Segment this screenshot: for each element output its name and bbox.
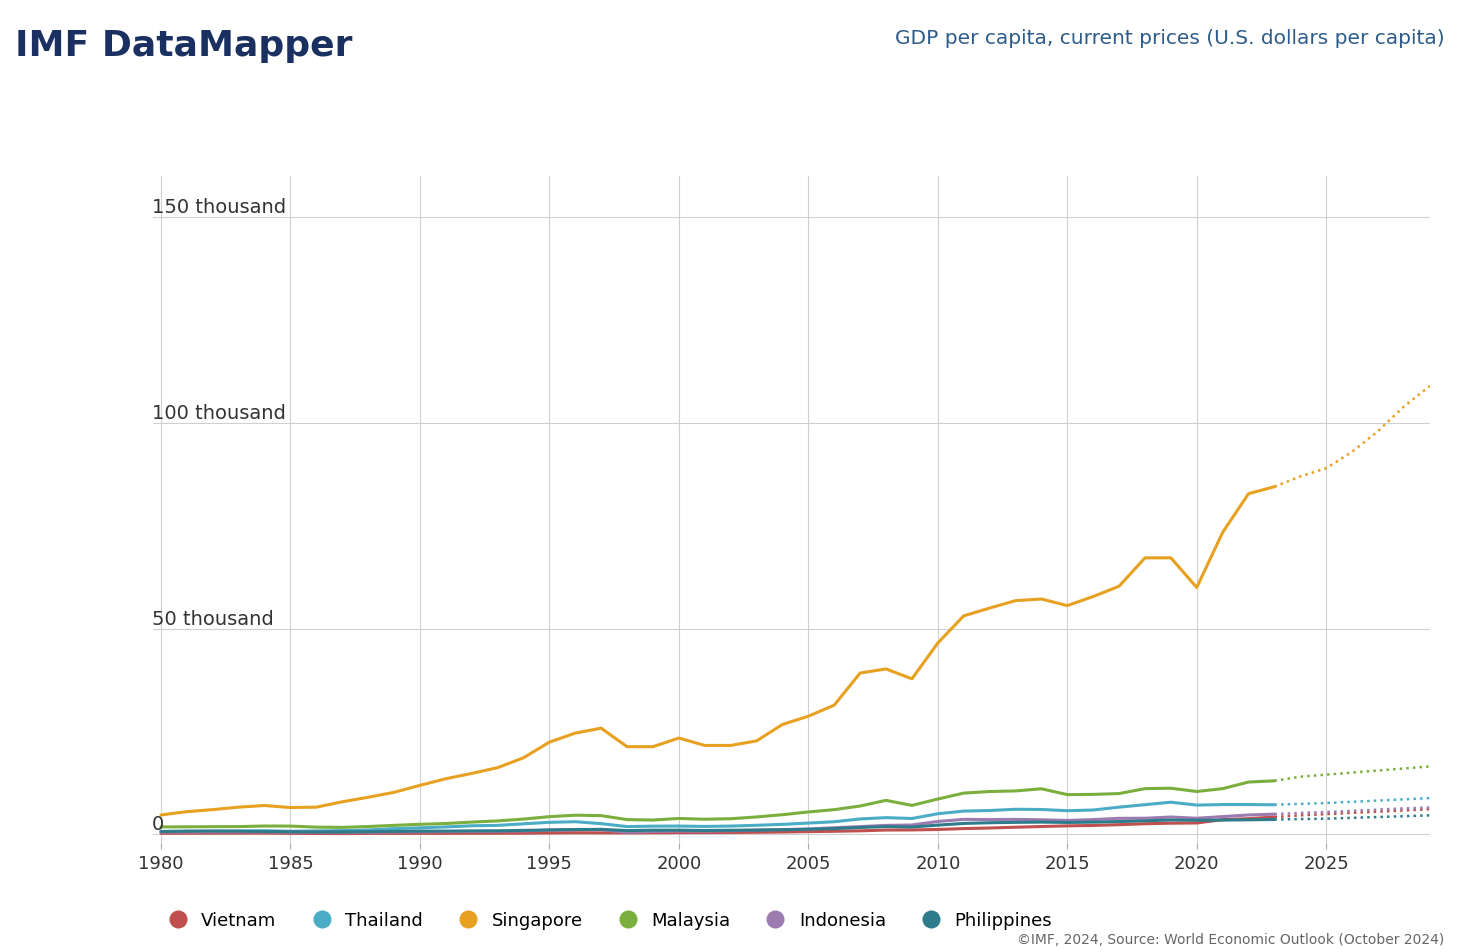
Text: 100 thousand: 100 thousand bbox=[152, 404, 286, 423]
Text: IMF DataMapper: IMF DataMapper bbox=[15, 29, 352, 63]
Text: 50 thousand: 50 thousand bbox=[152, 609, 274, 628]
Text: 150 thousand: 150 thousand bbox=[152, 198, 286, 217]
Text: GDP per capita, current prices (U.S. dollars per capita): GDP per capita, current prices (U.S. dol… bbox=[894, 29, 1444, 48]
Text: 0: 0 bbox=[152, 815, 165, 834]
Text: ©IMF, 2024, Source: World Economic Outlook (October 2024): ©IMF, 2024, Source: World Economic Outlo… bbox=[1017, 933, 1444, 947]
Legend: Vietnam, Thailand, Singapore, Malaysia, Indonesia, Philippines: Vietnam, Thailand, Singapore, Malaysia, … bbox=[159, 911, 1052, 929]
